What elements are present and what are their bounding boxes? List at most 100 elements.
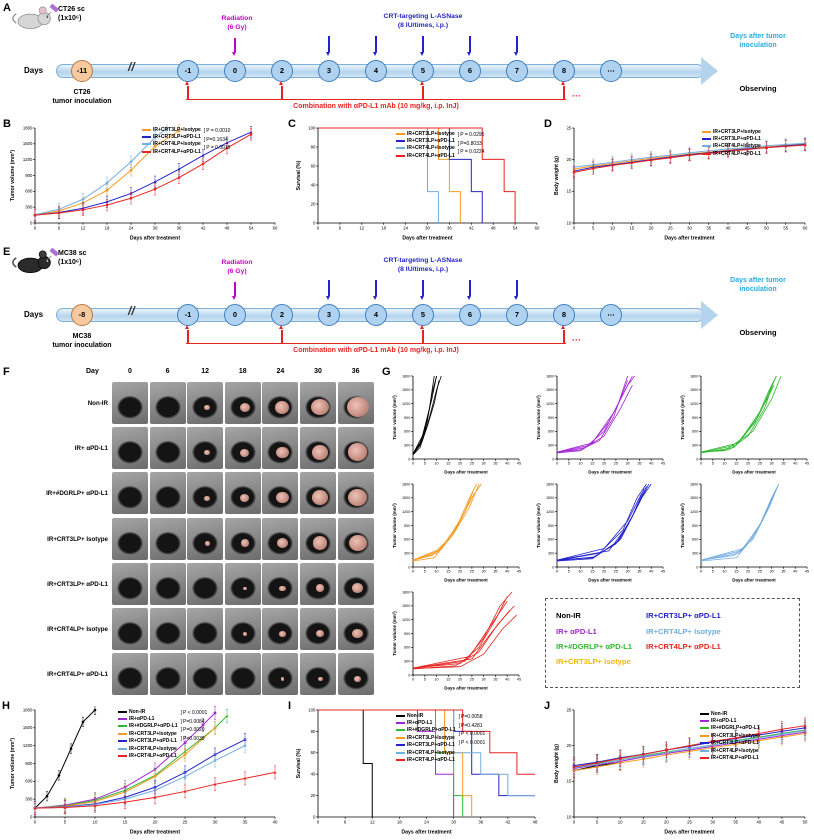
day-circle: 8 <box>553 304 575 326</box>
svg-text:Days after treatment: Days after treatment <box>444 470 488 475</box>
svg-text:5: 5 <box>568 462 570 466</box>
combination-arrow-icon-head <box>561 81 566 86</box>
legend-swatch <box>700 742 709 745</box>
svg-text:42: 42 <box>201 225 206 230</box>
model-name: MC38 sc <box>58 250 87 257</box>
mouse-photo <box>300 562 336 605</box>
mouse-photo <box>262 382 299 424</box>
legend-item-label: IR+CRT3LP+Isotype <box>153 126 201 133</box>
combination-arrow-icon-head <box>279 81 284 86</box>
svg-text:1800: 1800 <box>690 374 698 378</box>
mouse-photo <box>112 608 148 650</box>
svg-text:60: 60 <box>311 750 316 755</box>
mouse-photo <box>337 382 374 424</box>
chart-individual-crt4lp-apdl1: 0 5 10 15 20 25 30 35 40 45 0 300 600 900 1200 1500 1800… <box>390 588 524 692</box>
legend-item-label: IR+CRT4LP+αPD-L1 <box>153 148 201 155</box>
mouse-photo <box>187 382 224 424</box>
radiation-line2: (6 Gy) <box>227 23 247 31</box>
tumor-spot <box>346 397 369 417</box>
tumor-spot <box>276 446 289 459</box>
day-circle: 4 <box>365 60 387 82</box>
radiation-label: Radiation (6 Gy) <box>197 259 277 277</box>
svg-text:10: 10 <box>578 570 582 574</box>
chart-ct26-survival: 0 6 12 18 24 30 36 42 48 54 60 0 20 40 60 80 100 Days aft… <box>294 124 542 242</box>
svg-text:0: 0 <box>700 570 702 574</box>
day-circle-inoculation: -8 <box>71 304 93 326</box>
svg-text:30: 30 <box>770 462 774 466</box>
day-header: 0 <box>128 368 132 375</box>
tumor-spot <box>276 492 289 504</box>
svg-text:Tumor volume (mm³): Tumor volume (mm³) <box>536 395 541 440</box>
svg-text:20: 20 <box>311 793 316 798</box>
mouse-photo <box>187 427 224 470</box>
legend-item: IR+CRT3LP+αPD-L1 <box>700 740 760 747</box>
svg-text:20: 20 <box>458 570 462 574</box>
svg-text:40: 40 <box>505 462 509 466</box>
svg-text:10: 10 <box>434 570 438 574</box>
legend-swatch <box>700 734 709 737</box>
legend-item-label: Non-IR <box>711 710 728 717</box>
svg-text:18: 18 <box>105 225 110 230</box>
legend-swatch <box>702 145 711 148</box>
tumor-spot <box>279 630 286 637</box>
svg-text:20: 20 <box>153 819 158 824</box>
inoc-line2: tumor inoculation <box>52 98 112 106</box>
day-circle: 4 <box>365 304 387 326</box>
chart-individual-ir-apdl1: 0 5 10 15 20 25 30 35 40 45 0 300 600 900 1200 1500 1800… <box>534 372 668 476</box>
day-circle: 3 <box>318 304 340 326</box>
legend-item-label: IR+CRT3LP+αPD-L1 <box>713 136 761 143</box>
mouse-photo <box>337 608 374 650</box>
svg-text:0: 0 <box>34 819 37 824</box>
combination-arrow-icon <box>281 86 283 99</box>
legend-items: IR+CRT3LP+Isotype IR+CRT3LP+αPD-L1 IR+CRT4… <box>142 126 201 156</box>
combination-arrow-icon <box>281 330 283 343</box>
panel-letter-j: J <box>544 700 551 712</box>
legend-item: IR+CRT3LP+αPD-L1 <box>396 742 456 749</box>
legend-item: IR+#DGRLP+αPD-L1 <box>396 727 456 734</box>
svg-text:0: 0 <box>30 220 33 225</box>
mouse-photo <box>149 608 186 650</box>
chart-mc38-body-weight: 0 5 10 15 20 25 30 35 40 45 50 10 15 20 25 Days after t… <box>552 706 810 836</box>
svg-text:80: 80 <box>311 729 316 734</box>
svg-text:40: 40 <box>649 462 653 466</box>
tumor-spot <box>315 629 325 638</box>
p-value: ] P = 0.0224 <box>457 149 485 156</box>
svg-text:20: 20 <box>458 678 462 682</box>
combination-line <box>186 99 566 101</box>
svg-text:300: 300 <box>548 552 554 556</box>
day-header: 30 <box>314 368 322 375</box>
svg-text:600: 600 <box>25 779 33 784</box>
legend-item: IR+#DGRLP+αPD-L1 <box>118 723 178 730</box>
legend-swatch <box>700 757 709 760</box>
svg-text:1800: 1800 <box>23 707 33 712</box>
asnase-arrow-icon <box>516 280 518 296</box>
svg-text:15: 15 <box>590 462 594 466</box>
day-circle: 5 <box>412 304 434 326</box>
days-after-inoculation-label: Days after tumor inoculation <box>704 276 812 294</box>
svg-text:45: 45 <box>745 225 750 230</box>
legend-item: IR+#DGRLP+αPD-L1 <box>700 725 760 732</box>
svg-text:0: 0 <box>412 570 414 574</box>
svg-text:Days after treatment: Days after treatment <box>130 830 180 836</box>
svg-text:600: 600 <box>548 538 554 542</box>
svg-text:900: 900 <box>548 524 554 528</box>
chart-individual-crt4lp-isotype: 0 5 10 15 20 25 30 35 40 45 0 300 600 900 1200 1500 1800… <box>678 480 812 584</box>
svg-text:600: 600 <box>404 538 410 542</box>
mouse-photo <box>262 472 299 515</box>
svg-text:30: 30 <box>482 678 486 682</box>
svg-text:300: 300 <box>404 444 410 448</box>
photo-row-label: IR+CRT4LP+ Isotype <box>47 626 108 633</box>
day-circle: 7 <box>506 304 528 326</box>
svg-text:5: 5 <box>424 678 426 682</box>
photo-row-label: IR+CRT4LP+ αPD-L1 <box>47 671 108 679</box>
legend-item: IR+CRT4LP+αPD-L1 <box>396 756 456 763</box>
svg-text:40: 40 <box>311 772 316 777</box>
asnase-arrow-icon-head <box>326 52 331 56</box>
svg-text:45: 45 <box>661 462 665 466</box>
svg-text:35: 35 <box>493 462 497 466</box>
svg-text:15: 15 <box>123 819 128 824</box>
tumor-spot <box>239 403 250 412</box>
asnase-arrow-icon <box>375 36 377 52</box>
svg-text:40: 40 <box>649 570 653 574</box>
panel-letter-i: I <box>288 700 292 712</box>
